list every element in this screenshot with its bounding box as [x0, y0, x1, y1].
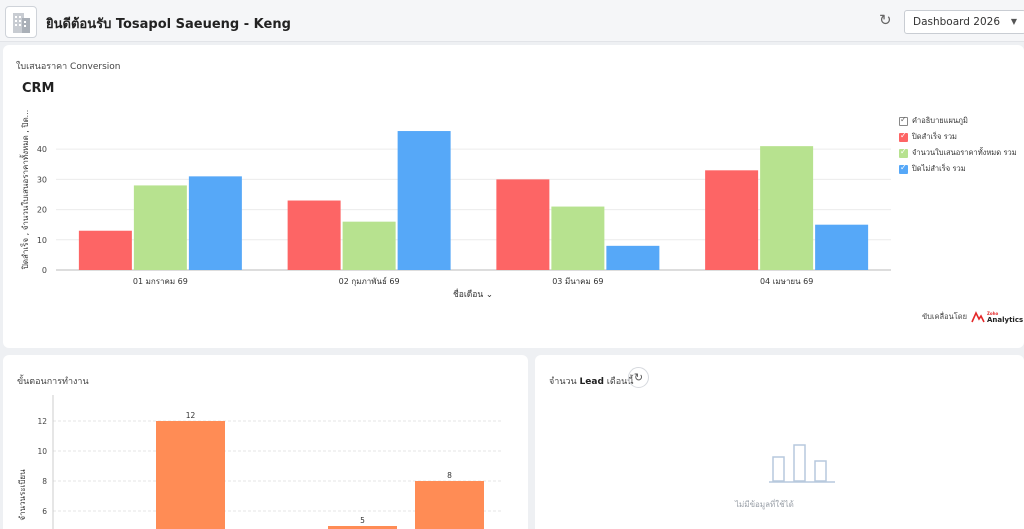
data-label: 8: [447, 471, 452, 480]
bar: [760, 146, 814, 270]
checkbox-icon: [899, 131, 908, 142]
title-prefix: จำนวน: [549, 377, 580, 387]
brand-bottom: Analytics: [987, 316, 1024, 324]
bar: [78, 230, 132, 270]
checkbox-icon: [899, 147, 908, 158]
brand-name: Zoho Analytics: [987, 310, 1023, 324]
bar: [551, 206, 605, 270]
x-axis-title: ชื่อเดือน ⌄: [453, 288, 493, 300]
y-tick-label: 6: [42, 507, 47, 516]
checkbox-icon: [899, 163, 908, 174]
x-tick-label: 01 มกราคม 69: [133, 277, 188, 286]
y-axis-title: จำนวนระเบียน: [18, 469, 27, 521]
x-tick-label: 04 เมษายน 69: [760, 277, 813, 286]
y-tick-label: 10: [37, 447, 47, 456]
y-axis-title: ปิดสำเร็จ , จำนวนใบเสนอราคาทั้งหมด , ปิด…: [19, 110, 30, 270]
legend-item-closed-won[interactable]: ปิดสำเร็จ รวม: [899, 129, 1017, 145]
y-tick-label: 12: [37, 417, 47, 426]
dashboard-select-value: Dashboard 2026: [913, 16, 1001, 28]
legend-label: ปิดสำเร็จ รวม: [912, 132, 957, 141]
crm-bar-chart: 0 10 20 30 40 01 มกราคม 69 02 กุมภาพันธ์ 69 03 …: [19, 110, 891, 300]
card-subtitle: ใบเสนอราคา Conversion: [16, 62, 121, 72]
work-steps-card: ขั้นตอนการทำงาน 6 8 10 12 12 5 8 จำนวนระเบียน: [3, 355, 528, 529]
y-tick-label: 10: [37, 236, 47, 245]
title-bold: Lead: [579, 377, 604, 387]
card-title: จำนวน Lead เดือนนี้: [549, 374, 633, 388]
refresh-icon[interactable]: ↻: [628, 367, 649, 388]
y-tick-label: 20: [37, 206, 47, 215]
card-title: ขั้นตอนการทำงาน: [17, 377, 89, 387]
refresh-icon[interactable]: ↻: [879, 11, 892, 29]
bar: [342, 221, 396, 270]
dashboard-select[interactable]: Dashboard 2026 ▼: [904, 10, 1024, 34]
brand-top: Zoho: [987, 311, 999, 316]
bar: [705, 170, 759, 270]
legend-label: จำนวนใบเสนอราคาทั้งหมด รวม: [912, 148, 1017, 157]
y-tick-label: 0: [42, 266, 47, 275]
bar: [156, 421, 225, 529]
y-tick-label: 8: [42, 477, 47, 486]
chart-legend: คำอธิบายแผนภูมิ ปิดสำเร็จ รวม จำนวนใบเสน…: [899, 113, 1017, 177]
bar: [188, 176, 242, 270]
chevron-down-icon: ▼: [1010, 17, 1017, 26]
y-tick-label: 30: [37, 175, 47, 184]
top-bar: ยินดีต้อนรับ Tosapol Saeueng - Keng ↻ Da…: [0, 0, 1024, 42]
data-label: 5: [360, 516, 365, 525]
bar: [815, 224, 869, 270]
y-tick-label: 40: [37, 145, 47, 154]
data-label: 12: [186, 411, 196, 420]
building-logo-icon: [5, 6, 37, 38]
crm-conversion-card: ใบเสนอราคา Conversion CRM 0 10 20 30 40 01 มก…: [3, 45, 1024, 348]
x-tick-label: 02 กุมภาพันธ์ 69: [339, 276, 400, 286]
no-data-message: ไม่มีข้อมูลที่ใช้ได้: [735, 500, 794, 509]
lead-this-month-card: จำนวน Lead เดือนนี้ ↻ ไม่มีข้อมูลที่ใช้ไ…: [535, 355, 1024, 529]
bar: [415, 481, 484, 529]
legend-label: ปิดไม่สำเร็จ รวม: [912, 164, 966, 173]
powered-by-label: ขับเคลื่อนโดย: [922, 312, 967, 321]
steps-bar-chart: 6 8 10 12 12 5 8 จำนวนระเบียน: [18, 395, 503, 529]
chart-title: CRM: [22, 81, 55, 96]
x-tick-label: 03 มีนาคม 69: [552, 277, 603, 286]
powered-by: ขับเคลื่อนโดย Zoho Analytics: [922, 310, 1023, 324]
title-suffix: เดือนนี้: [603, 377, 634, 387]
legend-header-label: คำอธิบายแผนภูมิ: [912, 116, 968, 125]
bar: [496, 179, 550, 270]
bar: [606, 245, 660, 270]
bar: [133, 185, 187, 270]
checkbox-icon: [899, 115, 908, 126]
bar: [397, 131, 451, 270]
page-title: ยินดีต้อนรับ Tosapol Saeueng - Keng: [46, 17, 291, 32]
empty-chart-icon: [769, 444, 835, 483]
bar: [287, 200, 341, 270]
legend-header[interactable]: คำอธิบายแผนภูมิ: [899, 113, 1017, 129]
zoho-analytics-logo-icon: [971, 311, 985, 323]
bar: [328, 526, 397, 529]
legend-item-total-quotes[interactable]: จำนวนใบเสนอราคาทั้งหมด รวม: [899, 145, 1017, 161]
legend-item-closed-lost[interactable]: ปิดไม่สำเร็จ รวม: [899, 161, 1017, 177]
